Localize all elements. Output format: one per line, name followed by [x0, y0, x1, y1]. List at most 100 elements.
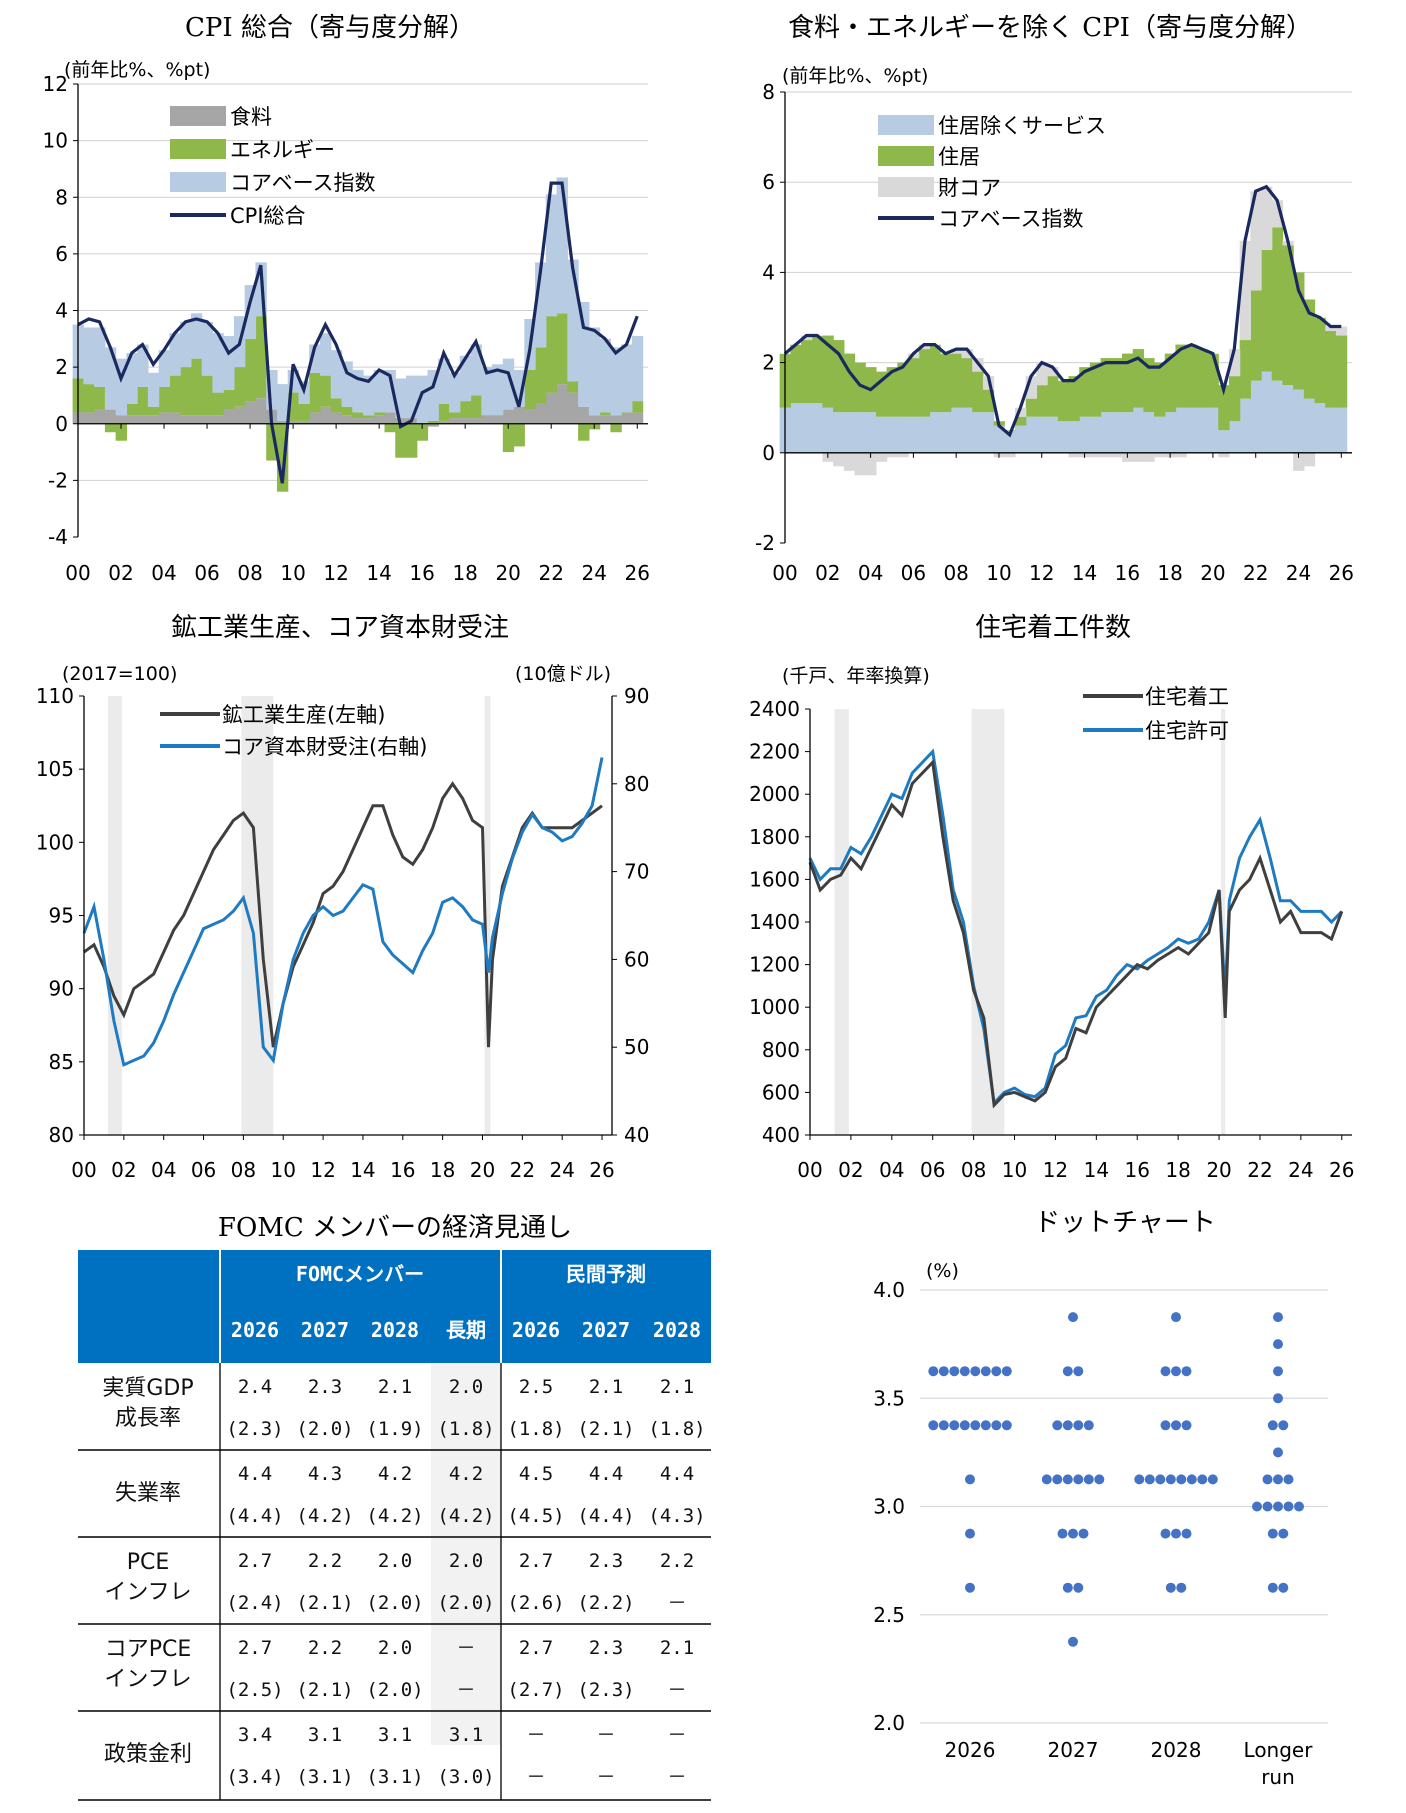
area-bar: [1282, 245, 1294, 386]
area-bar: [854, 362, 866, 413]
y-tick-label: 4: [762, 260, 775, 284]
dot: [959, 1420, 970, 1431]
area-bar: [1164, 412, 1177, 453]
area-bar: [918, 416, 931, 453]
area-bar: [1015, 407, 1027, 417]
area-bar: [567, 259, 579, 382]
x-tick-label: 22: [538, 561, 563, 585]
area-bar: [1218, 385, 1230, 431]
dot: [1181, 1366, 1192, 1377]
table-cell: 2.3: [589, 1550, 623, 1572]
x-tick-label: 00: [71, 1158, 96, 1182]
dot: [1294, 1501, 1304, 1512]
table-cell-previous: (4.4): [226, 1505, 283, 1527]
area-bar: [180, 415, 192, 424]
table-cell-previous: (4.2): [437, 1505, 494, 1527]
area-bar: [94, 386, 106, 410]
area-bar: [1261, 186, 1273, 250]
y-tick-label: -2: [48, 468, 68, 492]
table-cell: 2.1: [660, 1637, 694, 1659]
table-cell: 2.3: [308, 1376, 342, 1398]
dot: [1262, 1501, 1273, 1512]
area-bar: [1293, 389, 1305, 453]
legend-label: 財コア: [938, 176, 1001, 200]
table-cell: －: [596, 1724, 615, 1746]
y-tick-label: 80: [49, 1123, 74, 1147]
area-bar: [1218, 430, 1230, 453]
x-tick-label: 02: [111, 1158, 136, 1182]
area-bar: [330, 398, 343, 413]
area-bar: [502, 409, 515, 424]
area-bar: [631, 335, 644, 402]
area-bar: [1303, 398, 1316, 453]
area-bar: [1228, 421, 1241, 453]
area-bar: [513, 406, 525, 424]
table-cell: 2.1: [660, 1376, 694, 1398]
table-cell-previous: －: [667, 1592, 686, 1614]
y-tick-label: 4.0: [873, 1278, 905, 1302]
area-bar: [158, 350, 171, 387]
area-bar: [578, 406, 590, 424]
series-line: [77, 181, 639, 484]
area-bar: [104, 423, 117, 433]
area-bar: [287, 369, 300, 393]
area-bar: [843, 452, 856, 471]
area-bar: [1314, 403, 1326, 453]
x-tick-label: 08: [237, 561, 262, 585]
dot: [1267, 1528, 1278, 1539]
y-tick-label: 6: [762, 170, 775, 194]
area-bar: [621, 412, 633, 413]
area-bar: [1025, 416, 1038, 453]
y2-tick-label: 50: [624, 1035, 649, 1059]
y-tick-label: 2: [55, 355, 68, 379]
area-bar: [1121, 353, 1134, 413]
area-bar: [1068, 376, 1080, 422]
table-cell: 2.0: [449, 1376, 483, 1398]
area-bar: [502, 423, 515, 453]
table-cell-previous: (2.1): [296, 1679, 353, 1701]
dot: [1278, 1420, 1289, 1431]
area-bar: [427, 420, 439, 424]
area-bar: [158, 386, 171, 413]
x-tick-label: 10: [1002, 1158, 1027, 1182]
table-cell: 4.4: [238, 1463, 272, 1485]
dot: [1083, 1420, 1094, 1431]
area-bar: [854, 412, 866, 453]
area-bar: [158, 412, 171, 424]
y-tick-label: 1800: [749, 825, 800, 849]
unit-label-right: (10億ドル): [515, 663, 611, 685]
row-label: 政策金利: [104, 1742, 192, 1767]
table-cell-previous: －: [667, 1766, 686, 1788]
dot: [991, 1366, 1002, 1377]
x-tick-label: 00: [797, 1158, 822, 1182]
area-bar: [481, 415, 493, 416]
area-bar: [1068, 452, 1080, 458]
area-bar: [373, 415, 386, 424]
area-bar: [1175, 344, 1187, 408]
area-bar: [1261, 371, 1273, 453]
area-bar: [1025, 398, 1038, 417]
y-tick-label: 400: [762, 1123, 800, 1147]
legend-label: コア資本財受注(右軸): [222, 735, 427, 759]
table-cell-previous: －: [456, 1679, 475, 1701]
area-bar: [599, 415, 611, 424]
y-tick-label: 12: [43, 72, 68, 96]
column-header: 2026: [512, 1318, 560, 1342]
area-bar: [180, 367, 192, 416]
area-bar: [545, 316, 558, 393]
area-bar: [137, 415, 149, 424]
x-tick-label: 12: [323, 561, 348, 585]
x-tick-label: 26: [625, 561, 650, 585]
dot: [1207, 1474, 1218, 1485]
table-cell: 4.2: [449, 1463, 483, 1485]
area-bar: [459, 401, 472, 419]
area-bar: [470, 344, 482, 396]
area-bar: [126, 403, 138, 416]
dot: [1273, 1501, 1283, 1512]
area-bar: [223, 389, 235, 410]
area-bar: [363, 375, 375, 416]
dot: [965, 1528, 975, 1539]
dot: [1171, 1528, 1181, 1539]
dot: [1273, 1474, 1283, 1485]
